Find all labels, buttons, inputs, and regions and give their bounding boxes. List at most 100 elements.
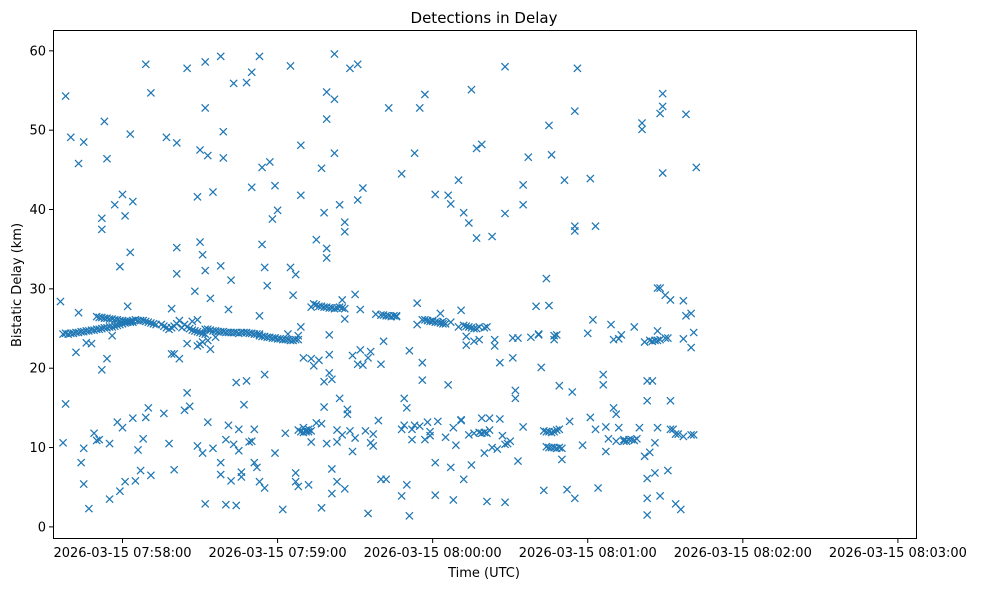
data-point	[418, 358, 427, 367]
data-point	[193, 315, 202, 324]
data-point	[650, 468, 659, 477]
data-point	[92, 436, 101, 445]
data-point	[108, 331, 117, 340]
data-point	[139, 316, 148, 325]
data-point	[555, 425, 564, 434]
data-point	[208, 188, 218, 197]
data-point	[519, 200, 528, 209]
data-point	[433, 318, 442, 327]
data-point	[115, 487, 124, 496]
data-point	[242, 78, 251, 87]
data-point	[464, 218, 473, 228]
data-point	[296, 191, 305, 200]
data-point	[340, 304, 349, 313]
data-point	[247, 437, 256, 446]
data-point	[681, 311, 691, 320]
data-point	[338, 303, 347, 312]
data-point	[637, 118, 647, 128]
data-point	[146, 318, 155, 328]
data-point	[449, 423, 458, 432]
data-point	[635, 423, 644, 432]
data-point	[330, 304, 339, 313]
data-point	[141, 60, 150, 69]
data-point	[508, 353, 517, 362]
data-point	[227, 476, 236, 485]
data-point	[570, 222, 579, 231]
data-point	[555, 381, 564, 390]
data-point	[159, 409, 168, 418]
data-point	[490, 341, 499, 351]
data-point	[172, 138, 181, 147]
data-point	[415, 422, 424, 431]
data-point	[320, 208, 329, 217]
data-point	[229, 440, 238, 449]
data-point	[203, 151, 212, 160]
data-point	[322, 88, 331, 97]
data-point	[330, 149, 339, 158]
data-point	[126, 248, 135, 257]
data-point	[74, 159, 83, 168]
data-point	[397, 425, 406, 434]
data-point	[201, 57, 210, 66]
data-point	[511, 386, 520, 395]
x-tick-label: 2026-03-15 07:59:00	[209, 546, 347, 561]
data-point	[270, 181, 280, 190]
data-point	[663, 334, 672, 343]
data-point	[121, 477, 130, 486]
data-point	[183, 388, 192, 397]
data-point	[405, 511, 414, 520]
data-point	[420, 315, 429, 324]
data-point	[658, 102, 667, 111]
data-point	[658, 89, 667, 98]
data-point	[203, 418, 212, 427]
data-point	[653, 336, 662, 345]
data-point	[366, 347, 375, 356]
data-point	[656, 491, 665, 500]
data-point	[676, 505, 685, 514]
data-point	[340, 218, 349, 227]
y-tick-label: 60	[29, 44, 46, 59]
data-point	[307, 437, 316, 447]
data-point	[345, 64, 354, 73]
data-point	[467, 85, 476, 94]
data-point	[304, 427, 313, 436]
data-point	[183, 339, 192, 348]
data-point	[656, 335, 665, 344]
data-point	[294, 331, 303, 340]
data-point	[645, 448, 654, 457]
data-point	[488, 443, 497, 452]
data-point	[188, 317, 197, 326]
x-tick-label: 2026-03-15 08:01:00	[519, 546, 657, 561]
data-point	[175, 316, 184, 325]
data-point	[335, 303, 344, 312]
data-point	[216, 261, 225, 270]
data-point	[477, 414, 486, 423]
data-point	[141, 317, 150, 326]
data-point	[164, 439, 174, 448]
data-point	[402, 403, 411, 412]
data-point	[407, 435, 417, 444]
data-point	[278, 505, 287, 514]
data-point	[446, 199, 455, 209]
data-point	[172, 269, 181, 278]
y-tick-label: 40	[29, 203, 46, 218]
data-point	[446, 463, 455, 472]
data-point	[563, 485, 572, 494]
data-point	[511, 394, 520, 403]
data-point	[239, 400, 249, 409]
data-point	[102, 154, 112, 163]
data-point	[565, 417, 574, 426]
data-point	[102, 354, 112, 363]
data-point	[612, 437, 621, 446]
data-point	[188, 326, 197, 335]
data-point	[105, 439, 114, 448]
data-point	[643, 510, 652, 520]
y-axis-label: Bistatic Delay (km)	[10, 223, 25, 347]
data-point	[247, 68, 256, 77]
y-tick-label: 0	[38, 520, 46, 535]
data-point	[594, 483, 603, 493]
data-point	[358, 360, 367, 370]
data-point	[482, 497, 491, 506]
data-point	[195, 328, 205, 337]
data-point	[356, 345, 365, 354]
